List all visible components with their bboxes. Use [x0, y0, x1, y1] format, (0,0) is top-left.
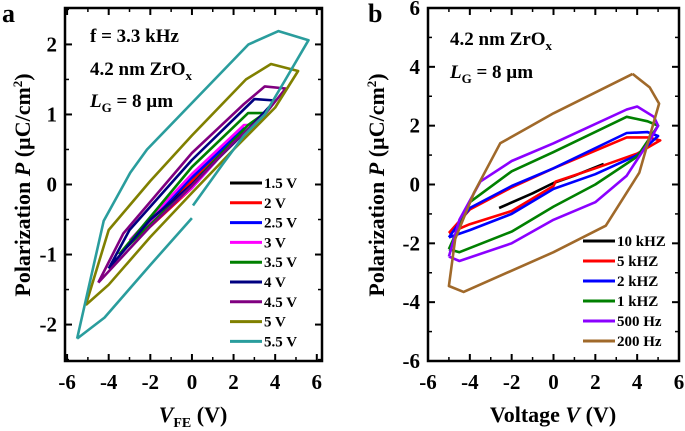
panel-letter: b — [368, 0, 382, 28]
x-tick-label: 0 — [548, 370, 559, 394]
legend-label: 4 V — [264, 275, 286, 291]
x-tick-label: 6 — [674, 370, 685, 394]
legend-label: 5 kHZ — [617, 254, 658, 270]
y-tick-label: -2 — [403, 231, 421, 255]
panel-a: a f = 3.3 kHz 4.2 nm ZrOx LG = 8 µm VFE … — [2, 0, 324, 431]
series-line-200-hz — [447, 72, 661, 294]
series-group — [75, 29, 310, 340]
series-line-5-v — [84, 62, 300, 306]
legend-label: 4.5 V — [264, 295, 297, 311]
panel-letter: a — [2, 0, 15, 28]
y-tick-label: -1 — [40, 243, 58, 267]
gate-length-annotation: LG = 8 µm — [89, 91, 173, 115]
x-tick-label: -4 — [100, 370, 118, 394]
y-axis-label: Polarization P (µC/cm2) — [10, 73, 35, 296]
legend-label: 2 V — [264, 196, 286, 212]
legend-label: 5.5 V — [264, 334, 297, 350]
y-tick-label: 2 — [47, 32, 58, 56]
legend-label: 1.5 V — [264, 176, 297, 192]
series-group — [447, 72, 662, 294]
gate-length-annotation: LG = 8 µm — [449, 62, 533, 86]
film-annotation: 4.2 nm ZrOx — [90, 59, 193, 83]
legend-label: 200 Hz — [617, 334, 662, 350]
x-tick-label: 2 — [590, 370, 601, 394]
axes: -6 -4 -2 0 2 4 6 -2 -1 0 1 2 — [40, 6, 324, 394]
legend-label: 10 kHZ — [617, 234, 666, 250]
x-tick-label: 4 — [632, 370, 643, 394]
y-tick-label: 4 — [410, 55, 421, 79]
x-tick-label: -6 — [58, 370, 76, 394]
legend-label: 2 kHZ — [617, 274, 658, 290]
x-tick-label: 2 — [228, 370, 239, 394]
y-tick-label: -6 — [403, 349, 421, 373]
film-annotation: 4.2 nm ZrOx — [450, 29, 553, 53]
x-tick-label: -2 — [142, 370, 160, 394]
y-tick-label: 2 — [410, 114, 421, 138]
legend-label: 1 kHZ — [617, 294, 658, 310]
legend-label: 5 V — [264, 315, 286, 331]
legend-label: 3 V — [264, 235, 286, 251]
legend-label: 500 Hz — [617, 314, 662, 330]
x-tick-label: 6 — [312, 370, 323, 394]
y-tick-label: 0 — [47, 173, 58, 197]
x-axis-label: Voltage V (V) — [490, 402, 616, 427]
y-tick-label: 0 — [410, 173, 421, 197]
x-tick-label: -4 — [461, 370, 479, 394]
axes: -6 -4 -2 0 2 4 6 -6 -4 -2 0 2 4 6 — [403, 0, 685, 394]
x-tick-label: -6 — [419, 370, 437, 394]
y-tick-label: -2 — [40, 313, 58, 337]
y-tick-label: -4 — [403, 290, 421, 314]
x-axis-label: VFE (V) — [159, 402, 228, 431]
x-tick-label: 0 — [187, 370, 198, 394]
legend-label: 2.5 V — [264, 216, 297, 232]
x-tick-label: -2 — [503, 370, 521, 394]
series-line-5-5-v — [75, 29, 310, 340]
y-tick-label: 1 — [47, 102, 58, 126]
panel-b: b 4.2 nm ZrOx LG = 8 µm Voltage V (V) Po… — [364, 0, 684, 427]
y-tick-label: 6 — [410, 0, 421, 20]
y-axis-label: Polarization P (µC/cm2) — [364, 73, 389, 296]
series-line-2-khz — [447, 130, 660, 239]
x-tick-label: 4 — [270, 370, 281, 394]
legend-label: 3.5 V — [264, 255, 297, 271]
frequency-annotation: f = 3.3 kHz — [90, 26, 179, 47]
series-line-500-hz — [447, 105, 660, 263]
